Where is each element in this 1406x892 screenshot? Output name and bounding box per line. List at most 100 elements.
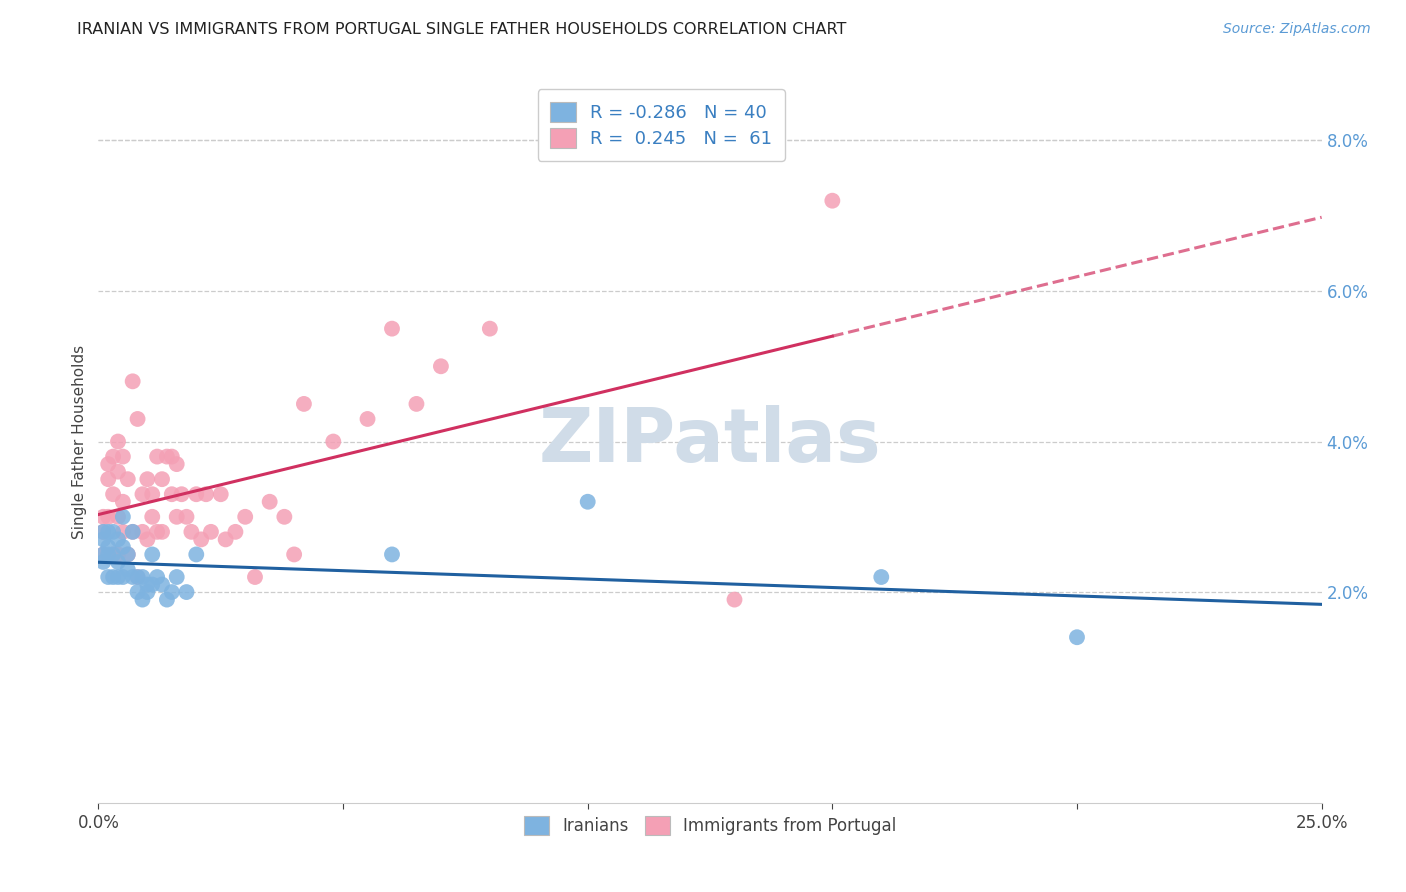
Point <box>111 540 134 554</box>
Point <box>186 548 208 562</box>
Point <box>97 548 120 562</box>
Point <box>1066 630 1088 644</box>
Point <box>195 487 218 501</box>
Point <box>101 570 124 584</box>
Text: Source: ZipAtlas.com: Source: ZipAtlas.com <box>1223 22 1371 37</box>
Point <box>576 494 599 508</box>
Point <box>821 194 844 208</box>
Point <box>156 592 179 607</box>
Point <box>273 509 295 524</box>
Point <box>356 412 378 426</box>
Point <box>870 570 893 584</box>
Point <box>136 472 159 486</box>
Point <box>176 509 198 524</box>
Point <box>91 548 114 562</box>
Legend: Iranians, Immigrants from Portugal: Iranians, Immigrants from Portugal <box>513 806 907 845</box>
Point <box>101 524 124 539</box>
Point <box>91 524 114 539</box>
Point <box>166 509 188 524</box>
Point <box>97 509 120 524</box>
Point <box>156 450 179 464</box>
Point <box>160 487 183 501</box>
Point <box>166 457 188 471</box>
Point <box>101 548 124 562</box>
Point <box>107 548 129 562</box>
Point <box>141 509 163 524</box>
Text: ZIPatlas: ZIPatlas <box>538 405 882 478</box>
Point <box>107 533 129 547</box>
Point <box>101 487 124 501</box>
Point <box>166 570 188 584</box>
Point <box>723 592 745 607</box>
Point <box>127 570 149 584</box>
Point <box>186 487 208 501</box>
Point <box>127 585 149 599</box>
Point <box>405 397 427 411</box>
Point <box>243 570 266 584</box>
Point <box>101 548 124 562</box>
Point <box>136 533 159 547</box>
Point <box>131 570 153 584</box>
Point <box>214 533 236 547</box>
Point <box>141 577 163 591</box>
Point <box>141 487 163 501</box>
Point <box>131 592 153 607</box>
Point <box>97 540 120 554</box>
Text: IRANIAN VS IMMIGRANTS FROM PORTUGAL SINGLE FATHER HOUSEHOLDS CORRELATION CHART: IRANIAN VS IMMIGRANTS FROM PORTUGAL SING… <box>77 22 846 37</box>
Point <box>180 524 202 539</box>
Point <box>107 465 129 479</box>
Point <box>91 533 114 547</box>
Point <box>141 548 163 562</box>
Point <box>97 524 120 539</box>
Point <box>107 555 129 569</box>
Point <box>107 509 129 524</box>
Point <box>131 487 153 501</box>
Point <box>160 585 183 599</box>
Point <box>117 548 139 562</box>
Point <box>283 548 305 562</box>
Point <box>150 577 173 591</box>
Point <box>127 412 149 426</box>
Point <box>111 450 134 464</box>
Point <box>200 524 222 539</box>
Point <box>259 494 281 508</box>
Point <box>478 321 501 335</box>
Point <box>117 562 139 576</box>
Point <box>91 555 114 569</box>
Point <box>160 450 183 464</box>
Point <box>117 472 139 486</box>
Point <box>91 524 114 539</box>
Point <box>209 487 232 501</box>
Point <box>91 548 114 562</box>
Point <box>233 509 256 524</box>
Point <box>176 585 198 599</box>
Point <box>121 375 143 389</box>
Point <box>101 450 124 464</box>
Point <box>121 570 143 584</box>
Y-axis label: Single Father Households: Single Father Households <box>72 344 87 539</box>
Point <box>146 570 169 584</box>
Point <box>111 494 134 508</box>
Point <box>121 524 143 539</box>
Point <box>111 524 134 539</box>
Point <box>97 472 120 486</box>
Point <box>292 397 315 411</box>
Point <box>111 509 134 524</box>
Point <box>91 509 114 524</box>
Point <box>322 434 344 449</box>
Point <box>146 450 169 464</box>
Point <box>190 533 212 547</box>
Point <box>111 570 134 584</box>
Point <box>136 577 159 591</box>
Point <box>117 548 139 562</box>
Point <box>107 434 129 449</box>
Point <box>146 524 169 539</box>
Point <box>224 524 246 539</box>
Point <box>131 524 153 539</box>
Point <box>430 359 453 374</box>
Point <box>381 548 404 562</box>
Point <box>170 487 193 501</box>
Point <box>121 524 143 539</box>
Point <box>381 321 404 335</box>
Point <box>97 457 120 471</box>
